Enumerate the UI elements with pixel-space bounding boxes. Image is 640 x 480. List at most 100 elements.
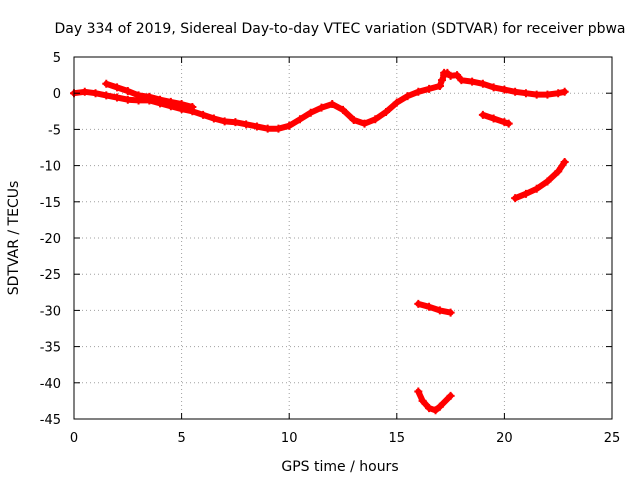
data-point <box>91 89 100 98</box>
data-point <box>123 87 132 96</box>
data-point <box>425 302 434 311</box>
data-point <box>500 118 509 127</box>
chart-title: Day 334 of 2019, Sidereal Day-to-day VTE… <box>54 21 625 37</box>
data-point <box>543 177 552 186</box>
y-axis-label: SDTVAR / TECUs <box>6 181 22 296</box>
data-point <box>478 79 487 88</box>
data-point <box>145 92 154 101</box>
axis-ticks: 0 5 10 15 20 25 5 0 -5 -10 -15 -20 -25 -30 -35 -40 -45 <box>40 51 621 446</box>
data-point <box>435 81 444 90</box>
y-tick-label: -5 <box>48 123 61 138</box>
y-tick-label: -30 <box>40 304 61 319</box>
data-point <box>360 119 369 128</box>
data-point <box>209 114 218 123</box>
data-point <box>242 120 251 129</box>
data-point <box>511 87 520 96</box>
data-point <box>543 90 552 99</box>
x-tick-label: 10 <box>281 431 298 446</box>
data-series <box>70 68 569 415</box>
series-line <box>415 300 454 316</box>
series-branch-low <box>511 157 569 203</box>
data-point <box>392 98 401 107</box>
data-point <box>435 306 444 315</box>
data-point <box>443 68 452 77</box>
y-tick-label: 5 <box>53 51 61 66</box>
data-point <box>263 124 272 133</box>
y-tick-label: -15 <box>40 196 61 211</box>
data-point <box>489 83 498 92</box>
data-point <box>431 406 440 415</box>
data-point <box>532 90 541 99</box>
data-point <box>446 308 455 317</box>
data-point <box>177 100 186 109</box>
data-point <box>295 115 304 124</box>
data-point <box>468 77 477 86</box>
data-point <box>113 93 122 102</box>
series-line <box>436 69 451 89</box>
data-point <box>102 91 111 100</box>
data-point <box>317 103 326 112</box>
data-point <box>306 108 315 117</box>
x-tick-label: 25 <box>604 431 621 446</box>
data-point <box>274 124 283 133</box>
data-point <box>231 118 240 127</box>
data-point <box>521 189 530 198</box>
y-tick-label: -35 <box>40 341 61 356</box>
data-point <box>371 115 380 124</box>
data-point <box>414 387 423 396</box>
x-tick-label: 5 <box>177 431 185 446</box>
data-point <box>521 89 530 98</box>
series-branch-mid <box>478 110 513 128</box>
data-point <box>446 391 455 400</box>
data-point <box>339 105 347 114</box>
data-point <box>554 89 563 98</box>
data-point <box>414 87 423 96</box>
data-point <box>199 110 208 119</box>
data-point <box>220 117 229 126</box>
y-tick-label: -40 <box>40 377 61 392</box>
data-point <box>457 76 466 85</box>
data-point <box>478 110 487 119</box>
series-post-gap-trace <box>440 68 569 99</box>
data-point <box>453 71 462 80</box>
y-tick-label: -45 <box>40 413 61 428</box>
data-point <box>425 84 434 93</box>
data-point <box>437 76 446 85</box>
data-point <box>188 102 197 111</box>
data-point <box>382 108 391 117</box>
data-point <box>156 95 165 104</box>
series-upper-band <box>102 79 197 111</box>
data-point <box>80 87 89 96</box>
data-point <box>166 97 175 106</box>
data-point <box>500 85 509 94</box>
data-point <box>134 91 143 100</box>
data-point <box>532 184 541 193</box>
x-tick-label: 15 <box>389 431 406 446</box>
series-segment-43 <box>414 387 455 415</box>
data-point <box>328 100 337 109</box>
x-tick-label: 20 <box>496 431 513 446</box>
y-tick-label: 0 <box>53 87 61 102</box>
y-tick-label: -10 <box>40 160 61 175</box>
data-point <box>489 114 498 123</box>
series-spike <box>435 68 452 90</box>
data-point <box>113 83 122 92</box>
x-tick-label: 0 <box>70 431 78 446</box>
y-tick-label: -20 <box>40 232 61 247</box>
data-point <box>511 194 520 203</box>
data-point <box>285 121 294 130</box>
data-point <box>252 122 261 131</box>
data-point <box>123 95 132 104</box>
data-point <box>418 396 427 405</box>
data-point <box>102 79 111 88</box>
x-axis-label: GPS time / hours <box>281 459 398 475</box>
y-tick-label: -25 <box>40 268 61 283</box>
data-point <box>414 299 423 308</box>
data-point <box>349 115 358 124</box>
data-point <box>403 92 412 101</box>
data-point <box>425 404 434 413</box>
data-point <box>504 119 513 128</box>
data-point <box>435 402 444 411</box>
